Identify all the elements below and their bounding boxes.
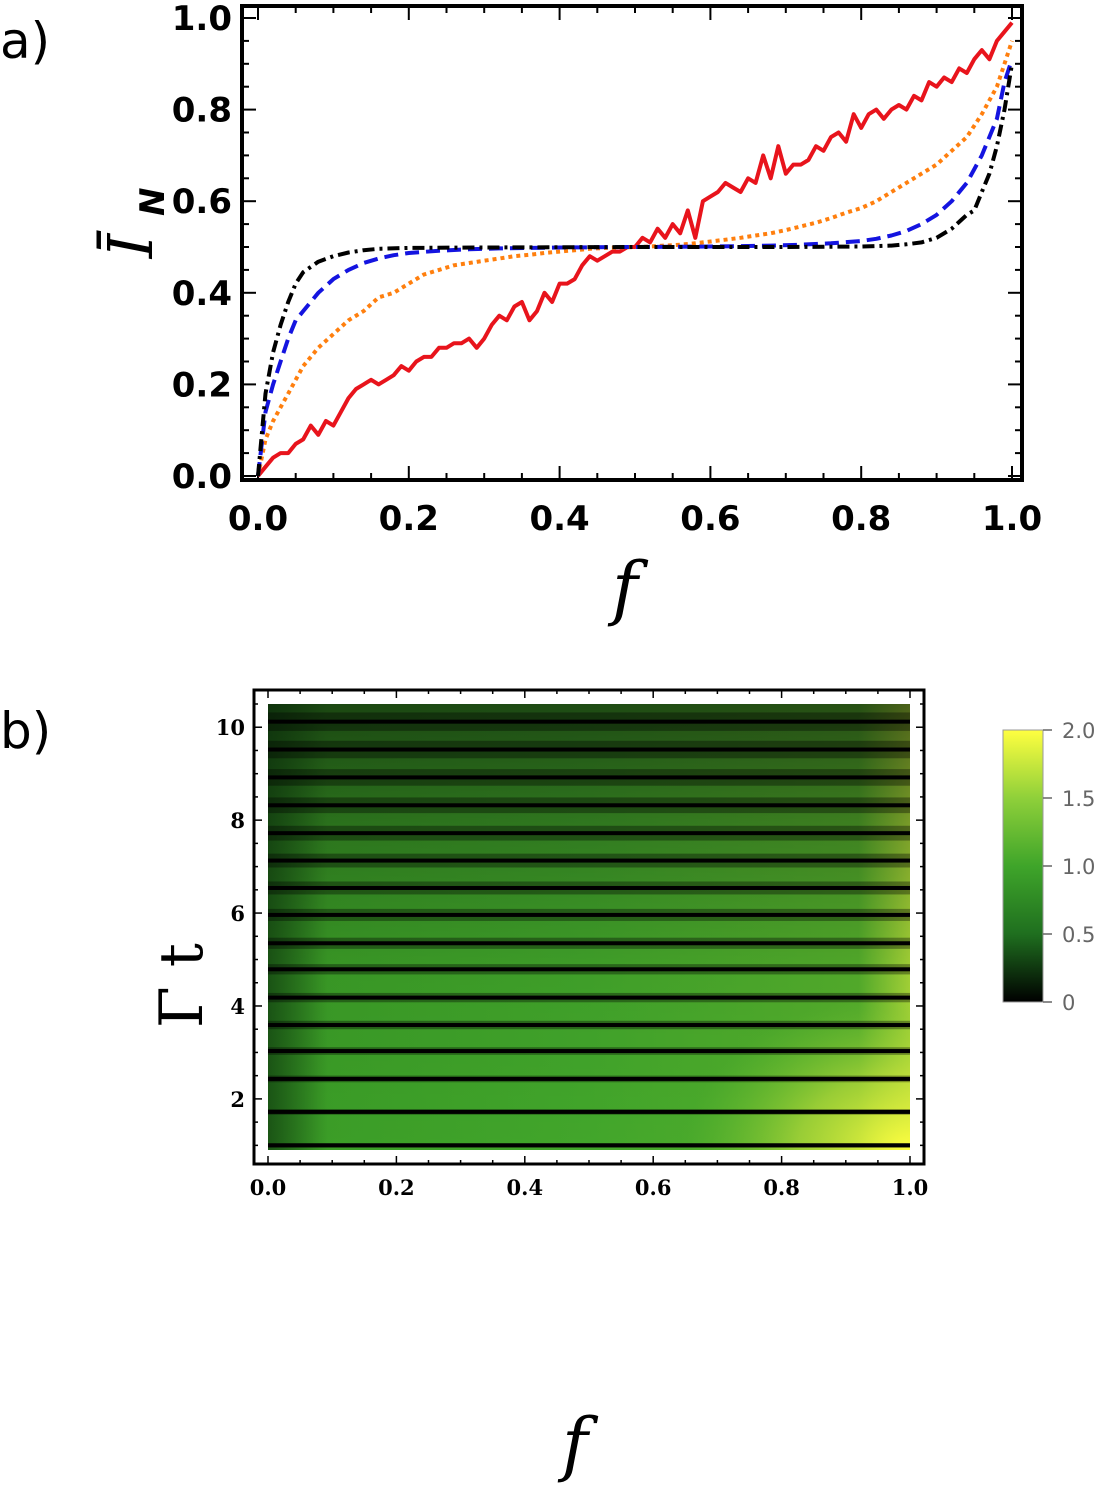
panel-b-y-tick-labels: 2 4 6 8 10: [216, 715, 245, 1112]
panel-a-x-tick-label: 0.8: [831, 499, 891, 539]
panel-b-y-tick-label: 4: [230, 994, 245, 1019]
panel-a-x-tick-label: 0.4: [529, 499, 589, 539]
panel-a-x-tick-labels: 0.0 0.2 0.4 0.6 0.8 1.0: [228, 499, 1042, 539]
heatmap-dark-band: [268, 967, 910, 972]
panel-a-x-tick-label: 0.2: [379, 499, 439, 539]
panel-a-line-chart: a) 0.0 0.2 0.4 0.6 0.8 1.0 0.0 0.2 0.4 0.6 0.8 1.0…: [0, 0, 1042, 629]
panel-a-y-axis-label-main: Ī: [94, 230, 167, 259]
panel-a-y-axis-label: Ī N: [94, 188, 173, 260]
heatmap-dark-band: [268, 858, 910, 863]
heatmap-dark-band: [268, 1049, 910, 1054]
panel-b-x-tick-label: 0.2: [378, 1175, 415, 1200]
panel-b-heatmap-image: [268, 704, 910, 1150]
panel-a-x-tick-label: 0.6: [680, 499, 740, 539]
panel-b-y-tick-label: 10: [216, 715, 245, 740]
panel-a-x-axis-label: f: [607, 547, 649, 629]
panel-a-y-axis-label-subscript: N: [133, 188, 173, 216]
panel-a-series: [256, 21, 1014, 478]
panel-b-x-tick-label: 0.4: [507, 1175, 544, 1200]
heatmap-dark-band: [268, 912, 910, 917]
colorbar-tick-label: 0: [1062, 991, 1075, 1015]
colorbar-ticks: 0 0.5 1.0 1.5 2.0: [1043, 719, 1095, 1015]
heatmap-dark-band: [268, 885, 910, 890]
heatmap-dark-band: [268, 1076, 910, 1081]
panel-a-label: a): [0, 12, 50, 70]
panel-b-y-tick-label: 2: [230, 1087, 245, 1112]
heatmap-dark-bands: [268, 712, 910, 1148]
series-line-dashed: [256, 58, 1014, 477]
panel-b-x-tick-labels: 0.0 0.2 0.4 0.6 0.8 1.0: [250, 1175, 929, 1200]
panel-b-y-axis-label: Γ t: [147, 943, 217, 1028]
heatmap-dark-band: [268, 941, 910, 946]
heatmap-dark-band: [268, 775, 910, 780]
panel-b-heatmap: b) 0.0 0.2 0.4 0.6 0.8 1.0 2 4 6 8 10 f Γ t 0 0.5 1…: [0, 688, 1095, 1485]
panel-a-y-tick-label: 0.4: [172, 274, 232, 314]
panel-a-y-tick-label: 0.0: [172, 457, 232, 497]
panel-b-y-tick-label: 6: [230, 901, 245, 926]
panel-a-x-tick-label: 1.0: [982, 499, 1042, 539]
panel-b-label: b): [0, 702, 51, 760]
series-line-dashdot: [256, 63, 1014, 477]
panel-a-frame: [240, 4, 1024, 482]
panel-b-x-tick-label: 0.0: [250, 1175, 287, 1200]
heatmap-dark-band: [268, 1109, 910, 1114]
panel-b-x-tick-label: 1.0: [892, 1175, 929, 1200]
panel-a-y-tick-label: 0.8: [172, 91, 232, 131]
panel-b-x-tick-label: 0.6: [635, 1175, 672, 1200]
colorbar-tick-label: 1.0: [1062, 855, 1095, 879]
colorbar-tick-label: 1.5: [1062, 787, 1095, 811]
panel-b-x-axis-label: f: [557, 1403, 599, 1485]
panel-a-y-tick-label: 0.2: [172, 365, 232, 405]
panel-b-ticks: [254, 690, 924, 1164]
panel-a-x-tick-label: 0.0: [228, 499, 288, 539]
panel-a-y-tick-label: 0.6: [172, 182, 232, 222]
panel-b-y-tick-label: 8: [230, 808, 245, 833]
colorbar-tick-label: 0.5: [1062, 923, 1095, 947]
colorbar-tick-label: 2.0: [1062, 719, 1095, 743]
heatmap-dark-band: [268, 831, 910, 836]
series-line-solid: [256, 21, 1014, 478]
heatmap-dark-band: [268, 995, 910, 1000]
colorbar: [1002, 729, 1044, 1003]
heatmap-dark-band: [268, 803, 910, 808]
panel-a-y-tick-label: 1.0: [172, 0, 232, 39]
panel-b-x-tick-label: 0.8: [763, 1175, 800, 1200]
heatmap-dark-band: [268, 719, 910, 724]
panel-a-y-tick-labels: 0.0 0.2 0.4 0.6 0.8 1.0: [172, 0, 232, 497]
heatmap-dark-band: [268, 747, 910, 752]
heatmap-dark-band: [268, 1023, 910, 1028]
heatmap-dark-band: [268, 1143, 910, 1148]
series-line-dotted: [256, 40, 1014, 477]
